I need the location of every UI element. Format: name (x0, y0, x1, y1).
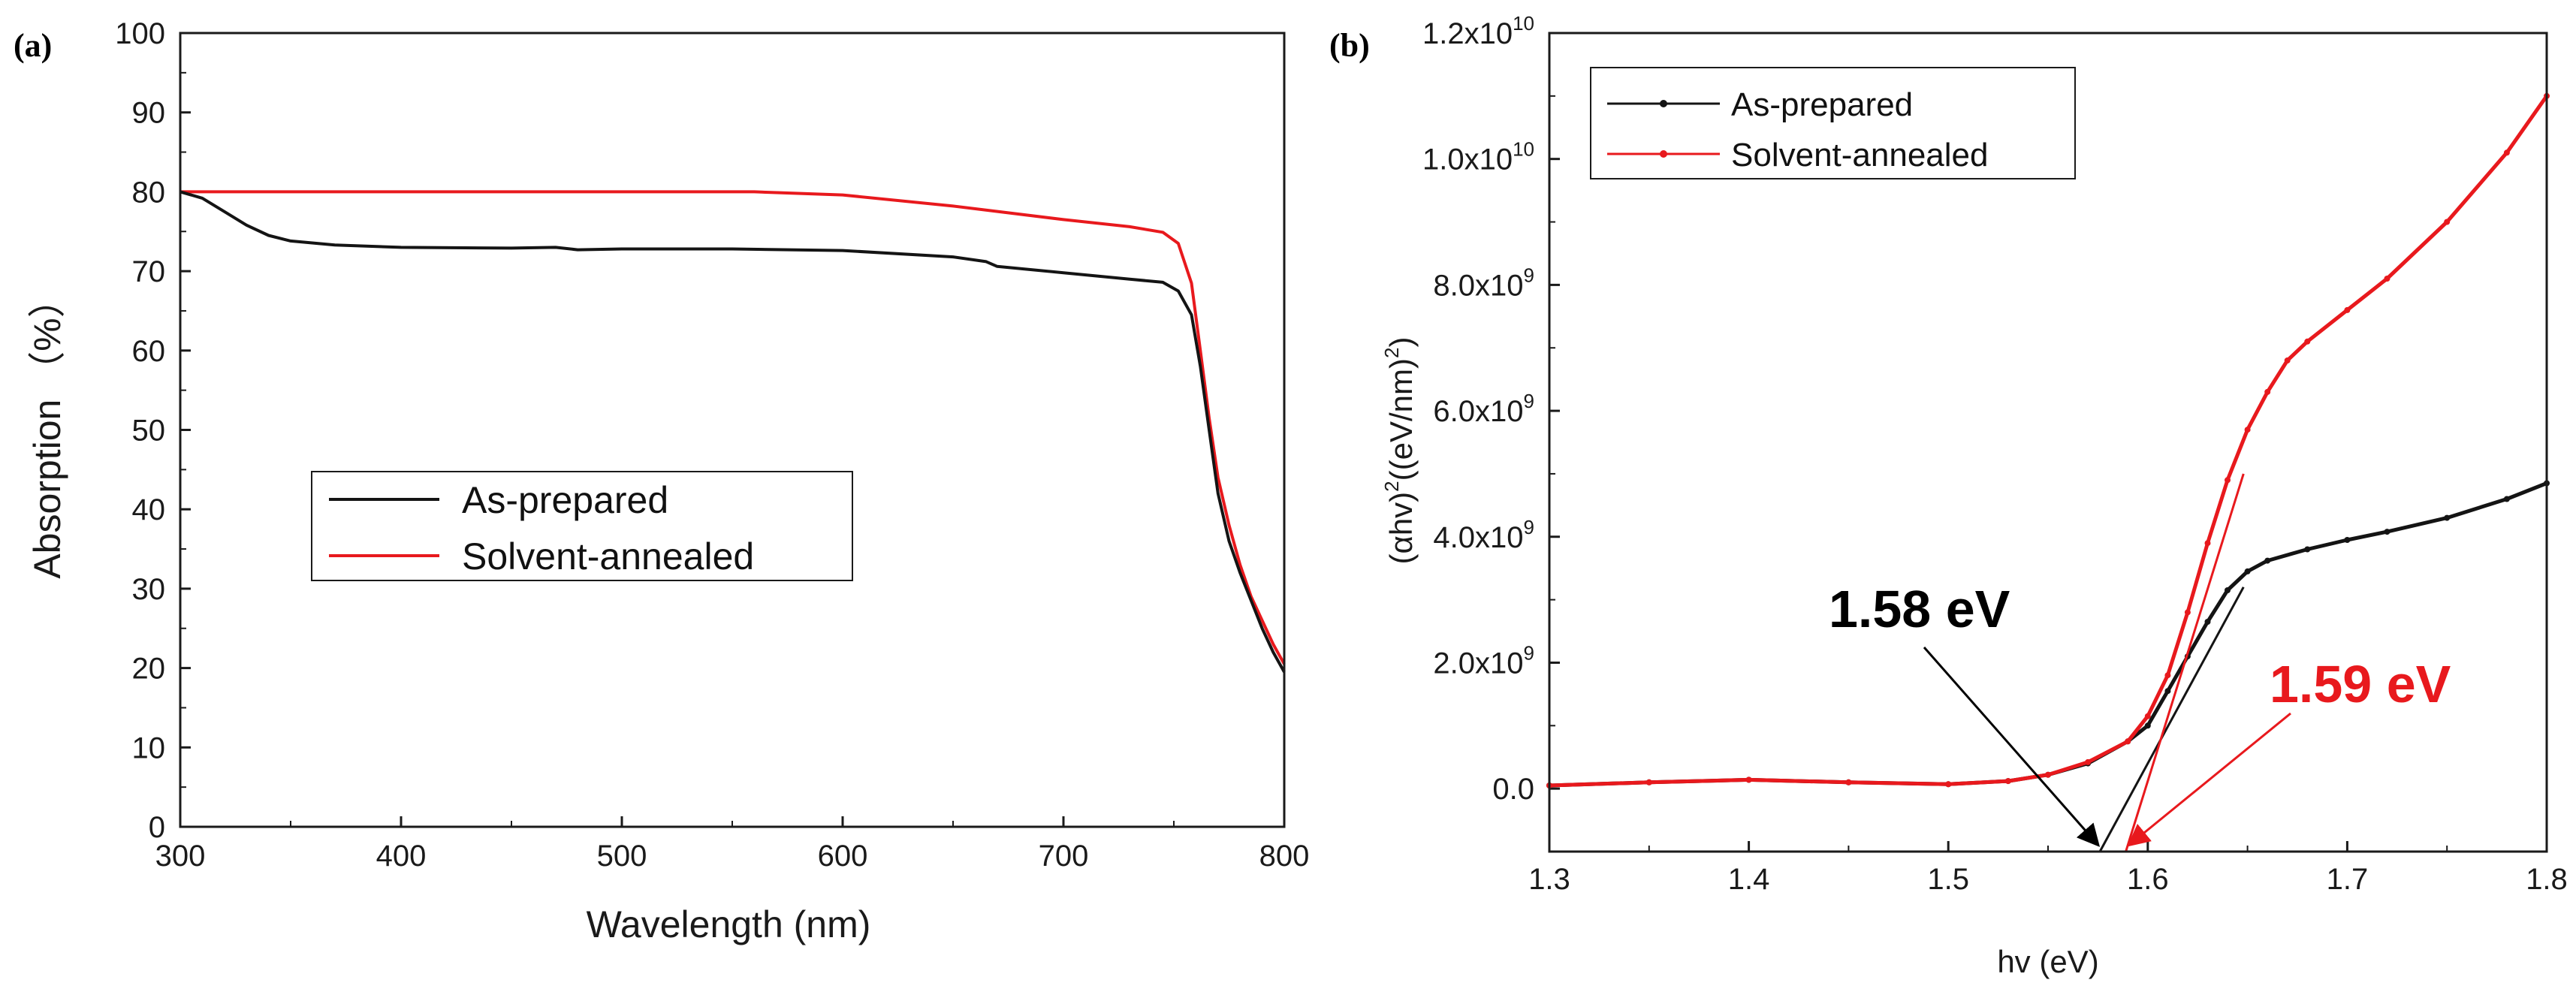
panel-b-annotation-1-58-ev: 1.58 eV (1829, 580, 2010, 638)
panel-a-y-tick-label: 10 (132, 731, 166, 764)
panel-b-x-tick-label: 1.8 (2526, 863, 2568, 896)
panel-b-y-tick-label: 2.0x109 (1433, 641, 1534, 680)
panel-a-y-tick-label: 80 (132, 176, 166, 209)
panel-b-x-tick-label: 1.6 (2127, 863, 2169, 896)
panel-b-y-tick-label: 1.0x1010 (1422, 138, 1534, 176)
panel-b-point-as-prepared (2264, 557, 2271, 564)
panel-b-x-tick-label: 1.7 (2327, 863, 2369, 896)
panel-a-label: (a) (14, 27, 52, 64)
panel-a-x-tick-label: 700 (1039, 840, 1089, 873)
panel-b-point-solvent-annealed (1645, 779, 1652, 785)
panel-b-point-solvent-annealed (2045, 771, 2051, 778)
panel-b-legend-solvent-annealed: Solvent-annealed (1731, 137, 1988, 173)
panel-a-legend-box (311, 471, 853, 581)
panel-b-point-solvent-annealed (2444, 219, 2451, 225)
panel-b-legend-as-prepared: As-prepared (1731, 86, 1913, 123)
panel-a-y-tick-label: 100 (115, 17, 165, 50)
panel-b-point-solvent-annealed (1845, 779, 1852, 785)
panel-a-y-tick-label: 20 (132, 653, 166, 686)
panel-b-legend-marker-as-prepared (1660, 100, 1667, 107)
panel-b-point-solvent-annealed (1945, 781, 1952, 788)
panel-a-x-axis-title: Wavelength (nm) (587, 903, 871, 945)
panel-b-tangent-as-prepared (2098, 586, 2245, 852)
panel-a-legend-solvent-annealed: Solvent-annealed (462, 535, 754, 577)
panel-b-x-tick-label: 1.3 (1528, 863, 1570, 896)
panel-a-y-tick-label: 60 (132, 335, 166, 368)
panel-b-point-solvent-annealed (2344, 306, 2351, 313)
panel-b-point-solvent-annealed (2244, 427, 2251, 433)
panel-b-x-axis-title: hv (eV) (1997, 944, 2098, 979)
panel-b-annotation-1-59-ev: 1.59 eV (2270, 655, 2451, 713)
panel-b-series-as-prepared (1549, 481, 2547, 788)
panel-b-point-as-prepared (2444, 514, 2451, 521)
panel-b-arrow-1-58-ev (1923, 647, 2101, 847)
panel-a-y-axis-title: Absorption （%） (26, 280, 68, 578)
panel-b-point-solvent-annealed (2204, 540, 2211, 547)
panel-b-point-solvent-annealed (2384, 276, 2390, 282)
panel-a-y-tick-label: 40 (132, 493, 166, 526)
panel-b-point-solvent-annealed (2284, 357, 2291, 363)
panel-a-x-tick-label: 400 (376, 840, 427, 873)
panel-b-y-tick-label: 8.0x109 (1433, 264, 1534, 302)
panel-b-point-as-prepared (2344, 537, 2351, 543)
panel-b-chart: (b) 0.0 2.0x109 4.0x109 6.0x109 8.0x109 1.0x1… (1329, 12, 2568, 979)
panel-b-tangent-solvent-annealed (2125, 473, 2245, 852)
panel-a-y-tick-label: 90 (132, 97, 166, 130)
panel-a-x-tick-label: 500 (597, 840, 647, 873)
panel-b-axes-frame (1548, 32, 2548, 853)
panel-b-arrow-1-59-ev (2127, 712, 2291, 847)
panel-b-point-as-prepared (2204, 619, 2211, 625)
panel-b-y-axis-title: (αhv)2((eV/nm)2) (1380, 337, 1419, 565)
panel-a-x-tick-label: 800 (1259, 840, 1310, 873)
panel-b-point-solvent-annealed (2125, 738, 2131, 745)
panel-b-point-as-prepared (2304, 546, 2311, 553)
panel-a-y-tick-label: 70 (132, 255, 166, 288)
panel-b-y-tick-label: 1.2x1010 (1422, 12, 1534, 50)
panel-b-point-as-prepared (2503, 496, 2510, 502)
panel-b-point-solvent-annealed (2503, 149, 2510, 156)
panel-b-point-as-prepared (2244, 568, 2251, 574)
panel-a-y-tick-label: 0 (149, 811, 165, 844)
panel-b-legend-marker-solvent-annealed (1660, 150, 1667, 158)
panel-b-point-solvent-annealed (2225, 477, 2231, 484)
panel-a-axes-frame (179, 32, 1286, 828)
panel-b-point-solvent-annealed (2144, 713, 2151, 719)
panel-a-legend-as-prepared: As-prepared (462, 479, 668, 521)
panel-a-chart: (a) 0 10 20 30 40 50 60 70 80 90 100 300 400 500 600 7… (14, 17, 1309, 945)
panel-a-series-solvent-annealed (180, 190, 1286, 665)
panel-a-x-tick-label: 600 (818, 840, 868, 873)
panel-b-point-as-prepared (2225, 587, 2231, 593)
panel-b-point-as-prepared (2144, 722, 2151, 729)
panel-b-point-solvent-annealed (2184, 609, 2191, 616)
panel-a-y-tick-label: 30 (132, 573, 166, 606)
panel-b-x-tick-label: 1.5 (1927, 863, 1969, 896)
panel-b-point-as-prepared (2384, 529, 2390, 535)
panel-a-y-tick-label: 50 (132, 415, 166, 448)
panel-a-x-tick-label: 300 (155, 840, 206, 873)
panel-b-legend-box (1590, 67, 2076, 179)
panel-b-point-solvent-annealed (2304, 338, 2311, 345)
panel-b-point-solvent-annealed (2264, 388, 2271, 395)
panel-a-series-as-prepared (179, 190, 1286, 673)
panel-b-y-tick-label: 4.0x109 (1433, 516, 1534, 554)
panel-b-y-tick-label: 6.0x109 (1433, 390, 1534, 428)
panel-b-x-tick-label: 1.4 (1728, 863, 1770, 896)
panel-b-label: (b) (1329, 27, 1370, 64)
panel-b-point-solvent-annealed (1745, 776, 1752, 783)
panel-b-point-solvent-annealed (2164, 672, 2171, 679)
panel-b-y-tick-label: 0.0 (1492, 773, 1534, 806)
panel-b-point-solvent-annealed (2004, 778, 2011, 785)
panel-b-point-as-prepared (2164, 688, 2171, 695)
panel-b-point-solvent-annealed (2085, 758, 2092, 765)
